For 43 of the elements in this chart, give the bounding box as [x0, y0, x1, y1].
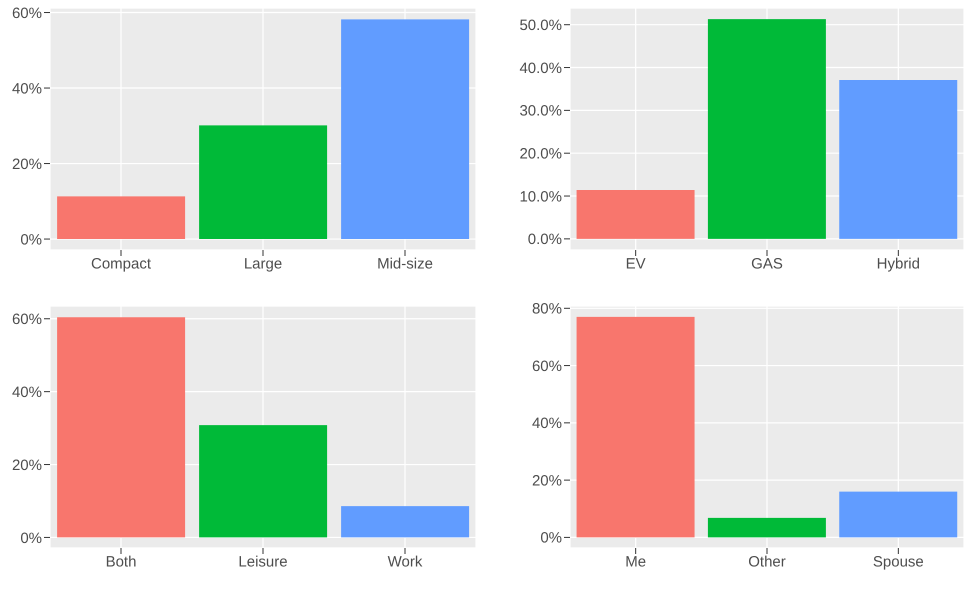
y-tick-label: 10.0% [519, 188, 562, 206]
y-tick-label: 80% [532, 300, 562, 318]
bar [341, 19, 470, 240]
x-tick-label: Compact [90, 256, 152, 273]
y-tick-label: 40.0% [519, 60, 562, 77]
y-tick-label: 20.0% [519, 146, 562, 163]
bar [576, 190, 695, 239]
y-tick-label: 20% [12, 156, 42, 173]
y-tick-label: 0% [20, 530, 42, 547]
bar [57, 196, 186, 240]
bar [57, 317, 186, 538]
x-tick-label: Other [748, 554, 786, 571]
y-tick-label: 0% [540, 530, 562, 547]
y-tick-label: 30.0% [519, 102, 562, 120]
y-tick-label: 0% [20, 231, 42, 248]
y-tick-label: 60% [532, 358, 562, 375]
y-tick-label: 60% [12, 4, 42, 22]
y-tick-label: 40% [12, 80, 42, 98]
bar [839, 80, 958, 239]
y-tick-label: 50.0% [519, 17, 562, 34]
y-tick-label: 0.0% [528, 231, 562, 248]
bar [839, 492, 958, 538]
x-tick-label: EV [626, 256, 646, 273]
x-tick-label: Work [388, 554, 423, 571]
x-tick-label: Mid-size [377, 256, 433, 273]
bar [199, 125, 328, 240]
y-tick-label: 20% [12, 456, 42, 474]
x-tick-label: Large [244, 256, 282, 273]
bar [708, 518, 826, 538]
x-tick-label: Both [106, 554, 136, 571]
x-tick-label: Hybrid [876, 256, 920, 273]
x-tick-label: Leisure [238, 554, 288, 571]
x-tick-label: Spouse [872, 554, 924, 571]
bar [576, 316, 695, 538]
x-tick-label: GAS [751, 256, 783, 273]
y-tick-label: 20% [532, 472, 562, 490]
bar [199, 425, 328, 538]
y-tick-label: 60% [12, 311, 42, 328]
bar [341, 506, 470, 538]
y-tick-label: 40% [532, 415, 562, 432]
y-tick-label: 40% [12, 384, 42, 401]
bar [708, 19, 826, 239]
x-tick-label: Me [625, 554, 646, 571]
